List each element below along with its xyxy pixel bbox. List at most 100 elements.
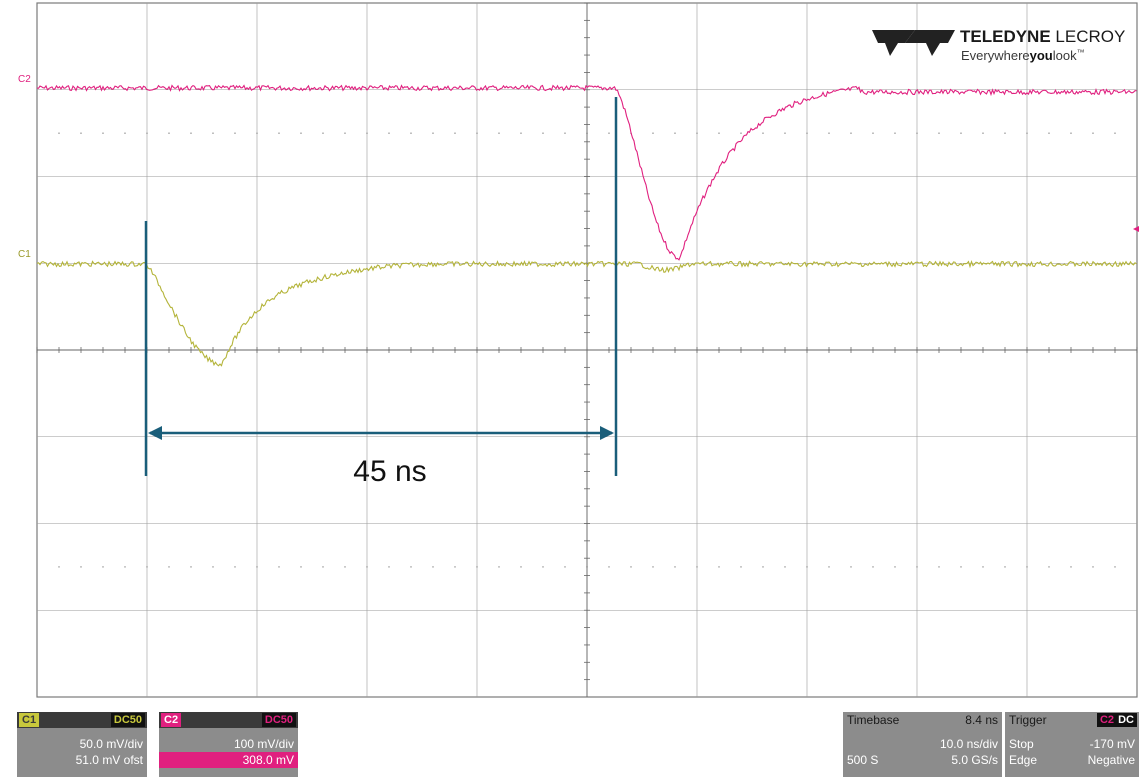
grid-dot xyxy=(80,566,82,568)
grid-dot xyxy=(982,132,984,134)
grid-dot xyxy=(674,566,676,568)
c2-channel-tag: C2 xyxy=(161,713,182,727)
grid-dot xyxy=(740,132,742,134)
grid-dot xyxy=(828,566,830,568)
c2-channel-box[interactable]: C2 DC50 100 mV/div 308.0 mV xyxy=(159,712,298,777)
grid-dot xyxy=(916,566,918,568)
grid-dot xyxy=(1070,132,1072,134)
grid-dot xyxy=(872,132,874,134)
logo-emblem-icon xyxy=(872,30,915,56)
c1-trace-label: C1 xyxy=(18,249,31,260)
grid-dot xyxy=(894,132,896,134)
grid-dot xyxy=(872,566,874,568)
grid-dot xyxy=(806,566,808,568)
grid-dot xyxy=(212,132,214,134)
c1-offset: 51.0 mV ofst xyxy=(75,753,143,767)
logo-tagline: Everywhereyoulook™ xyxy=(961,48,1085,63)
grid-dot xyxy=(146,132,148,134)
grid-dot xyxy=(498,566,500,568)
grid-dot xyxy=(1092,566,1094,568)
timebase-tdiv: 10.0 ns/div xyxy=(939,737,998,751)
grid-dot xyxy=(828,132,830,134)
annotation-label: 45 ns xyxy=(353,455,426,488)
c2-coupling-badge: DC50 xyxy=(261,713,296,727)
grid-dot xyxy=(916,132,918,134)
teledyne-lecroy-logo: TELEDYNE LECROY Everywhereyoulook™ xyxy=(872,27,1125,63)
c2-waveform xyxy=(36,84,1137,261)
grid-dot xyxy=(454,132,456,134)
grid-dot xyxy=(520,566,522,568)
grid-dot xyxy=(652,132,654,134)
grid-dot xyxy=(1004,132,1006,134)
grid-dot xyxy=(300,566,302,568)
grid-dot xyxy=(124,132,126,134)
scope-display: 45 ns TELEDYNE LECROY Everywhereyoulook™… xyxy=(18,2,1139,698)
grid-dot xyxy=(454,566,456,568)
grid-dot xyxy=(322,132,324,134)
trigger-coupling-badge: DC xyxy=(1115,713,1137,727)
grid-dot xyxy=(1070,566,1072,568)
grid-dot xyxy=(608,132,610,134)
grid-dot xyxy=(652,566,654,568)
grid-dot xyxy=(476,132,478,134)
trigger-level-marker xyxy=(1133,226,1139,232)
grid-dot xyxy=(1092,132,1094,134)
traces xyxy=(36,84,1137,367)
grid-dot xyxy=(146,566,148,568)
grid-dot xyxy=(432,132,434,134)
trigger-level: -170 mV xyxy=(1089,737,1135,751)
timebase-box[interactable]: Timebase 8.4 ns 10.0 ns/div 500 S 5.0 GS… xyxy=(843,712,1002,777)
trigger-label: Trigger xyxy=(1009,713,1047,727)
c1-channel-box[interactable]: C1 DC50 50.0 mV/div 51.0 mV ofst xyxy=(17,712,147,777)
grid-dot xyxy=(1114,566,1116,568)
grid-dot xyxy=(102,132,104,134)
grid-dot xyxy=(960,132,962,134)
grid-dot xyxy=(784,132,786,134)
grid-dot xyxy=(190,566,192,568)
grid-dot xyxy=(806,132,808,134)
grid-dot xyxy=(762,566,764,568)
waveform-grid: 45 ns TELEDYNE LECROY Everywhereyoulook™… xyxy=(18,2,1139,698)
grid-dot xyxy=(762,132,764,134)
trigger-box[interactable]: Trigger C2 DC Stop -170 mV Edge Negative xyxy=(1005,712,1139,777)
grid-dot xyxy=(696,566,698,568)
annotation: 45 ns xyxy=(144,97,618,488)
grid-dot xyxy=(718,566,720,568)
grid-dot xyxy=(278,132,280,134)
grid-dot xyxy=(234,566,236,568)
grid-dot xyxy=(674,132,676,134)
grid-dot xyxy=(608,566,610,568)
grid-dot xyxy=(344,566,346,568)
grid-dot xyxy=(344,132,346,134)
grid-dot xyxy=(938,566,940,568)
grid-dot xyxy=(564,566,566,568)
grid-dot xyxy=(168,132,170,134)
logo-brand: TELEDYNE LECROY xyxy=(960,27,1125,46)
trigger-source-badge: C2 xyxy=(1096,713,1117,727)
grid-dot xyxy=(234,132,236,134)
grid-dot xyxy=(894,566,896,568)
grid-dot xyxy=(960,566,962,568)
c1-vdiv: 50.0 mV/div xyxy=(79,737,143,751)
graticule xyxy=(36,2,1138,698)
grid-dot xyxy=(168,566,170,568)
grid-dot xyxy=(432,566,434,568)
c2-offset: 308.0 mV xyxy=(242,753,294,767)
grid-dot xyxy=(542,132,544,134)
grid-dot xyxy=(850,566,852,568)
timebase-label: Timebase xyxy=(847,713,900,727)
c1-coupling-badge: DC50 xyxy=(110,713,145,727)
grid-dot xyxy=(784,566,786,568)
grid-dot xyxy=(80,132,82,134)
c1-waveform xyxy=(36,260,1137,367)
grid-dot xyxy=(124,566,126,568)
grid-dot xyxy=(212,566,214,568)
grid-dot xyxy=(1004,566,1006,568)
c2-trace-label: C2 xyxy=(18,74,31,85)
grid-dot xyxy=(696,132,698,134)
trigger-mode: Stop xyxy=(1009,737,1034,751)
arrow-right-icon xyxy=(600,426,614,440)
grid-dot xyxy=(564,132,566,134)
grid-dot xyxy=(58,132,60,134)
grid-dot xyxy=(740,566,742,568)
